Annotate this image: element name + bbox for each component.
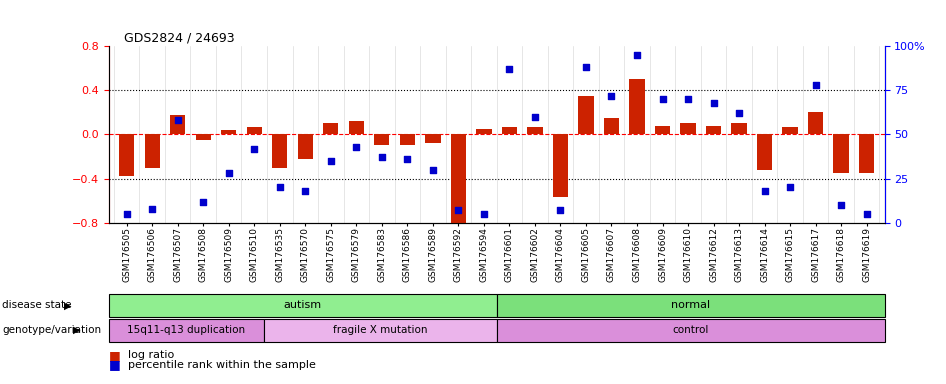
Point [527,114,542,120]
Bar [497,294,885,317]
Point [221,170,236,176]
Bar [706,126,721,134]
Bar [399,134,415,146]
Bar [833,134,849,173]
Point [196,199,211,205]
Bar [425,134,441,143]
Point [400,156,415,162]
Bar [298,134,313,159]
Bar [170,114,185,134]
Point [247,146,262,152]
Point [272,184,288,190]
Bar [527,127,543,134]
Bar [349,121,364,134]
Point [451,207,466,214]
Bar [604,118,619,134]
Bar [501,127,517,134]
Bar [782,127,797,134]
Bar [196,134,211,140]
Bar [629,79,644,134]
Bar [109,294,497,317]
Text: GDS2824 / 24693: GDS2824 / 24693 [124,32,235,45]
Point [833,202,849,208]
Point [324,158,339,164]
Bar [247,127,262,134]
Bar [324,123,339,134]
Point [119,211,134,217]
Point [629,52,644,58]
Point [501,66,517,72]
Point [552,207,568,214]
Bar [476,129,492,134]
Point [477,211,492,217]
Bar [808,112,823,134]
Text: percentile rank within the sample: percentile rank within the sample [128,360,316,370]
Point [731,110,746,116]
Bar [757,134,772,170]
Bar [450,134,466,223]
Point [859,211,874,217]
Point [578,64,593,70]
Bar [578,96,594,134]
Bar [272,134,288,167]
Point [426,167,441,173]
Point [375,154,390,161]
Point [655,96,670,102]
Point [680,96,695,102]
Text: fragile X mutation: fragile X mutation [333,325,428,335]
Point [349,144,364,150]
Point [298,188,313,194]
Point [604,93,619,99]
Text: log ratio: log ratio [128,350,174,360]
Point [808,82,823,88]
Bar [375,134,390,146]
Text: 15q11-q13 duplication: 15q11-q13 duplication [128,325,245,335]
Text: ■: ■ [109,358,120,371]
Point [170,117,185,123]
Text: ▶: ▶ [64,300,72,310]
Bar [552,134,569,197]
Bar [119,134,134,176]
Bar [145,134,160,167]
Text: control: control [673,325,709,335]
Text: genotype/variation: genotype/variation [2,325,101,335]
Bar [655,126,670,134]
Bar [221,130,236,134]
Bar [859,134,874,173]
Text: ▶: ▶ [73,325,80,335]
Text: ■: ■ [109,349,120,362]
Point [145,205,160,212]
Bar [680,123,695,134]
Point [782,184,797,190]
Point [757,188,772,194]
Bar [731,123,746,134]
Text: disease state: disease state [2,300,71,310]
Text: normal: normal [671,300,710,310]
Bar [264,319,497,342]
Bar [497,319,885,342]
Bar [109,319,264,342]
Point [706,99,721,106]
Text: autism: autism [284,300,322,310]
